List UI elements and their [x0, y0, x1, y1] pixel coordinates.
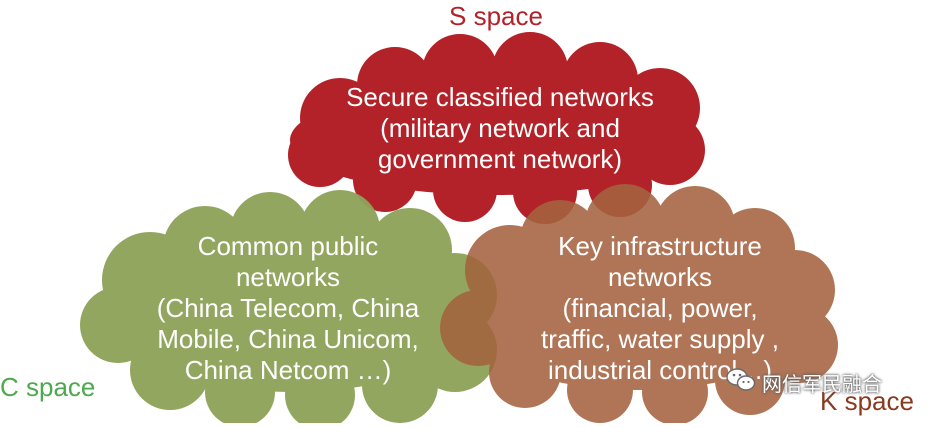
s-space-label: S space [449, 1, 543, 31]
wechat-icon [726, 367, 756, 398]
watermark: 网信军民融合 [726, 367, 882, 397]
s-space-description: Secure classified networks (military net… [300, 82, 700, 175]
c-space-line: Common public [197, 231, 379, 261]
k-space-line: networks [607, 262, 713, 292]
k-space-description: Key infrastructure networks (financial, … [490, 231, 830, 386]
k-space-label: K space [820, 386, 914, 416]
c-space-line: (China Telecom, China [156, 293, 420, 323]
watermark-label: 网信军民融合 [762, 371, 882, 396]
c-space-cloud [80, 190, 497, 428]
s-space-line: government network) [377, 144, 623, 174]
c-space-line: China Netcom …) [184, 355, 392, 385]
k-space-line: traffic, water supply , [541, 324, 779, 354]
c-space-description: Common public networks (China Telecom, C… [118, 231, 458, 386]
c-space-line: Mobile, China Unicom, [157, 324, 419, 354]
c-space-line: networks [235, 262, 341, 292]
s-space-line: Secure classified networks [346, 82, 654, 112]
k-space-cloud [440, 184, 838, 425]
k-space-line: Key infrastructure [558, 231, 762, 261]
s-space-line: (military network and [380, 113, 620, 143]
c-space-label: C space [0, 372, 96, 402]
k-space-line: (financial, power, [562, 293, 758, 323]
